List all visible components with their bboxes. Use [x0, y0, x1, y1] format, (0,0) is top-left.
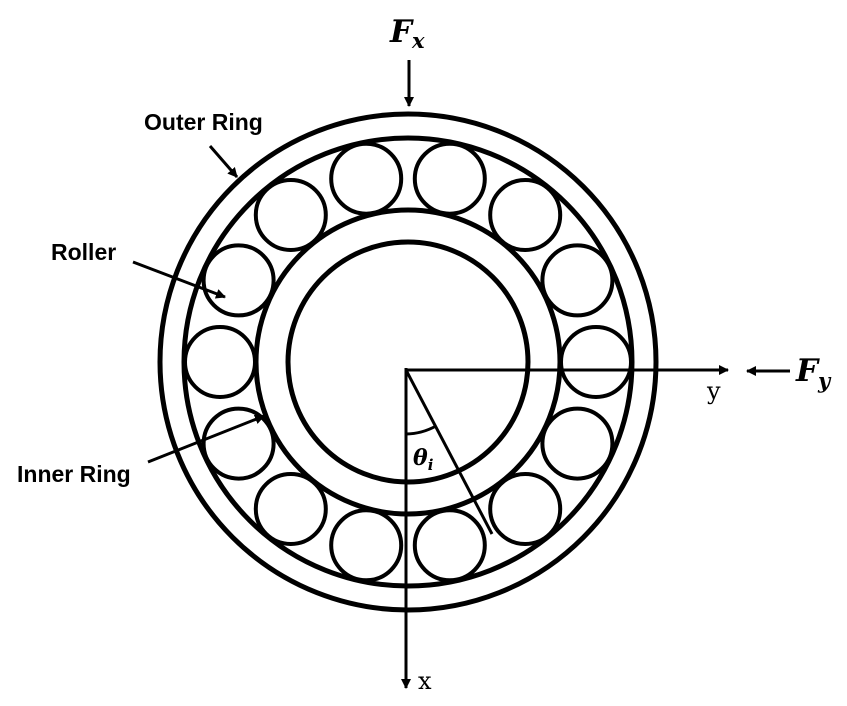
- inner-ring-label: Inner Ring: [17, 461, 131, 487]
- fy-label-sub: y: [817, 368, 832, 393]
- theta-label-main: θ: [413, 445, 428, 471]
- roller-2: [488, 178, 563, 252]
- roller-7: [412, 508, 487, 583]
- fx-label-sub: x: [411, 28, 425, 53]
- roller-leader-arrow: [132, 260, 226, 299]
- roller-11: [183, 325, 257, 399]
- outer-ring-leader-arrow: [208, 145, 239, 178]
- fy-label-main: F: [795, 353, 820, 389]
- roller-3: [540, 243, 615, 318]
- rollers-group: [183, 141, 633, 583]
- outer-ring-outer-edge: [157, 111, 659, 613]
- roller-1: [412, 141, 487, 216]
- angle-radius-line: [404, 369, 494, 535]
- fy-label: Fy: [795, 353, 832, 393]
- roller-label: Roller: [51, 239, 116, 265]
- angle-arc: [405, 424, 437, 436]
- roller-9: [253, 472, 328, 546]
- fx-label: Fx: [389, 14, 425, 53]
- outer-ring-label: Outer Ring: [144, 109, 263, 135]
- roller-6: [488, 472, 563, 546]
- roller-13: [253, 178, 328, 252]
- y-axis-label: y: [706, 377, 721, 405]
- roller-4: [559, 325, 633, 399]
- roller-10: [201, 406, 276, 481]
- roller-5: [540, 406, 615, 481]
- roller-14: [329, 141, 404, 216]
- fx-label-main: F: [389, 14, 414, 50]
- theta-label: θi: [413, 445, 434, 474]
- theta-label-sub: i: [428, 456, 434, 474]
- roller-12: [201, 243, 276, 318]
- inner-ring-leader-arrow: [147, 414, 265, 464]
- inner-ring-outer-edge: [253, 207, 563, 517]
- x-axis-label: x: [418, 667, 432, 695]
- roller-8: [329, 508, 404, 583]
- inner-ring-inner-edge: [285, 239, 531, 485]
